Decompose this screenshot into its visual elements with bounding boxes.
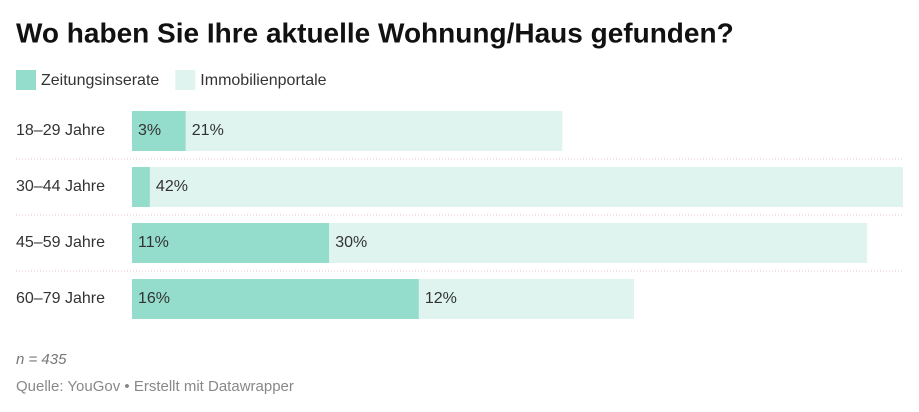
- bar-segment: [132, 223, 330, 263]
- legend-label: Immobilienportale: [200, 72, 326, 89]
- category-label: 60–79 Jahre: [16, 290, 105, 307]
- bar-segment: [132, 167, 150, 207]
- category-label: 18–29 Jahre: [16, 122, 105, 139]
- legend-swatch: [16, 70, 36, 90]
- legend-label: Zeitungsinserate: [41, 72, 159, 89]
- value-label: 30%: [335, 234, 367, 251]
- bar-segment: [329, 223, 868, 263]
- bar-segment: [132, 279, 419, 319]
- value-label: 42%: [156, 178, 188, 195]
- chart-title: Wo haben Sie Ihre aktuelle Wohnung/Haus …: [16, 17, 734, 48]
- category-label: 30–44 Jahre: [16, 178, 105, 195]
- bar-segment: [132, 111, 186, 151]
- source: Quelle: YouGov • Erstellt mit Datawrappe…: [16, 378, 294, 395]
- legend-swatch: [175, 70, 196, 90]
- bar-segment: [418, 279, 635, 319]
- value-label: 11%: [138, 234, 169, 251]
- bar-segment: [185, 111, 563, 151]
- bar-segment: [149, 167, 903, 207]
- category-label: 45–59 Jahre: [16, 234, 105, 251]
- value-label: 21%: [192, 122, 224, 139]
- value-label: 12%: [425, 290, 457, 307]
- note: n = 435: [16, 351, 67, 368]
- value-label: 16%: [138, 290, 170, 307]
- value-label: 3%: [138, 122, 161, 139]
